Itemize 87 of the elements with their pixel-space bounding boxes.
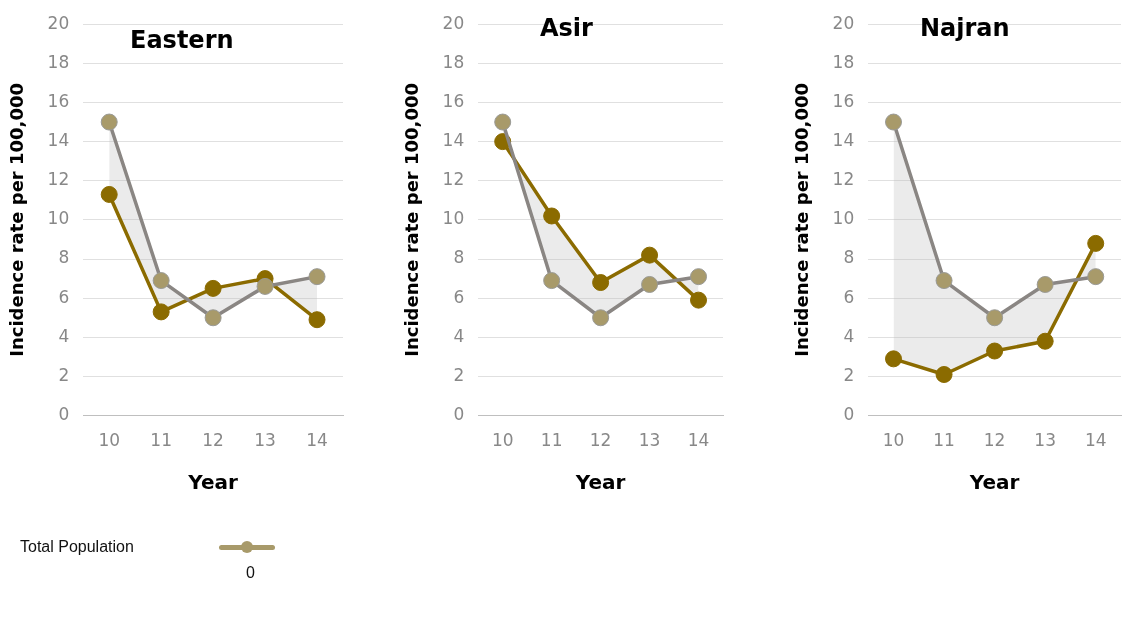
- y-tick-label: 18: [47, 51, 70, 72]
- x-tick-label: 12: [202, 430, 224, 451]
- y-tick-label: 16: [47, 90, 70, 111]
- y-tick-label: 12: [47, 169, 70, 190]
- point: [543, 272, 561, 290]
- x-axis-title: Year: [187, 470, 239, 495]
- point: [308, 268, 326, 286]
- y-tick-label: 10: [832, 208, 855, 229]
- point: [986, 342, 1004, 360]
- point: [1087, 234, 1105, 252]
- point: [986, 309, 1004, 327]
- x-tick-label: 14: [1084, 430, 1107, 451]
- y-axis-title: Incidence rate per 100,000: [6, 83, 28, 357]
- point: [885, 350, 903, 368]
- y-tick-label: 20: [832, 12, 855, 33]
- y-tick-label: 2: [58, 364, 70, 385]
- x-tick-label: 13: [1034, 430, 1056, 451]
- point: [204, 309, 222, 327]
- point: [1087, 268, 1105, 286]
- y-tick-label: 14: [832, 130, 855, 151]
- x-tick-label: 10: [98, 430, 121, 451]
- x-tick-label: 11: [150, 430, 172, 451]
- text: Total Population: [20, 538, 134, 556]
- point: [543, 207, 561, 225]
- y-axis-title: Incidence rate per 100,000: [401, 83, 423, 357]
- point: [592, 274, 610, 292]
- x-tick-label: 11: [540, 430, 563, 451]
- point: [152, 303, 170, 321]
- chart-title: Eastern: [130, 26, 234, 54]
- point: [935, 272, 953, 290]
- point: [592, 309, 610, 327]
- x-tick-label: 13: [254, 430, 276, 451]
- point: [690, 291, 708, 309]
- x-tick-label: 13: [638, 430, 661, 451]
- y-tick-label: 8: [843, 247, 855, 268]
- y-tick-label: 0: [843, 404, 855, 425]
- point: [100, 185, 118, 203]
- y-tick-label: 16: [442, 90, 465, 111]
- point: [100, 113, 118, 131]
- x-tick-label: 12: [983, 430, 1006, 451]
- point: [641, 275, 659, 293]
- x-tick-label: 14: [306, 430, 328, 451]
- y-tick-label: 14: [442, 130, 465, 151]
- y-tick-label: 0: [58, 404, 70, 425]
- x-tick-label: 10: [882, 430, 905, 451]
- y-tick-label: 4: [58, 325, 70, 346]
- x-tick-label: 14: [687, 430, 710, 451]
- y-tick-label: 8: [58, 247, 70, 268]
- point: [152, 272, 170, 290]
- y-tick-label: 18: [832, 51, 855, 72]
- y-tick-label: 10: [47, 208, 70, 229]
- point: [641, 246, 659, 264]
- x-tick-label: 12: [589, 430, 612, 451]
- y-tick-label: 6: [453, 286, 465, 307]
- y-tick-label: 12: [832, 169, 855, 190]
- x-tick-label: 11: [933, 430, 955, 451]
- y-tick-label: 2: [843, 364, 855, 385]
- y-tick-label: 4: [453, 325, 465, 346]
- point: [204, 279, 222, 297]
- y-tick-label: 10: [442, 208, 465, 229]
- point: [494, 113, 512, 131]
- y-tick-label: 2: [453, 364, 465, 385]
- y-tick-label: 12: [442, 169, 465, 190]
- chart-title: Asir: [540, 14, 593, 42]
- y-tick-label: 18: [442, 51, 465, 72]
- y-tick-label: 4: [843, 325, 855, 346]
- chart-title: Najran: [920, 14, 1010, 42]
- x-tick-label: 10: [491, 430, 514, 451]
- point: [935, 366, 953, 383]
- text: 0: [246, 564, 255, 582]
- y-tick-label: 0: [453, 404, 465, 425]
- point: [308, 311, 326, 329]
- y-tick-label: 8: [453, 247, 465, 268]
- point: [690, 268, 708, 286]
- y-tick-label: 20: [47, 12, 70, 33]
- x-axis-title: Year: [574, 470, 626, 495]
- x-axis-title: Year: [968, 470, 1020, 495]
- y-tick-label: 6: [58, 286, 70, 307]
- y-tick-label: 16: [832, 90, 855, 111]
- y-tick-label: 6: [843, 286, 855, 307]
- point: [1036, 275, 1054, 293]
- point: [256, 277, 274, 295]
- point: [885, 113, 903, 131]
- point: [1036, 332, 1054, 350]
- y-tick-label: 14: [47, 130, 70, 151]
- y-axis-title: Incidence rate per 100,000: [791, 83, 813, 357]
- y-tick-label: 20: [442, 12, 465, 33]
